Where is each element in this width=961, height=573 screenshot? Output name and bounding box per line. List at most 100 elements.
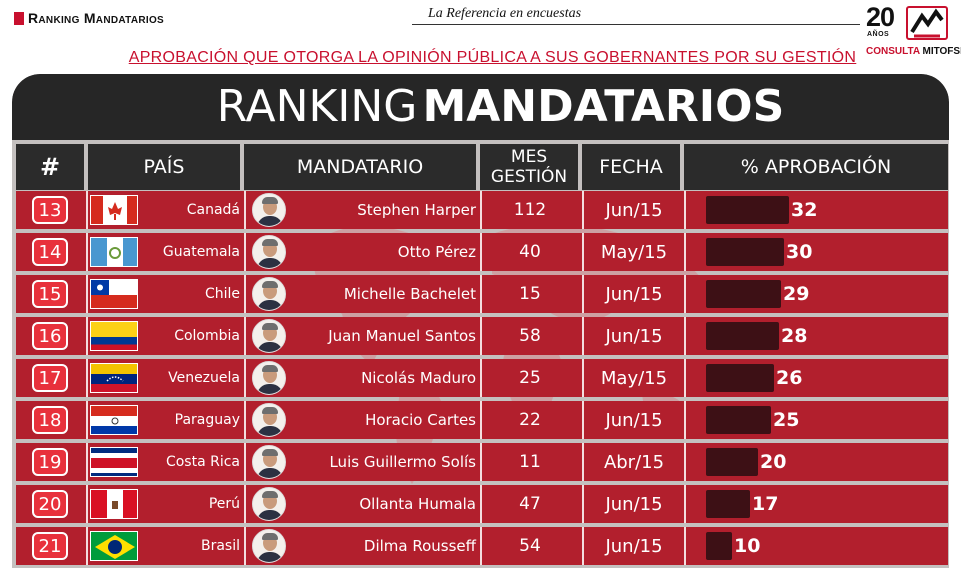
country-name: Costa Rica	[165, 454, 240, 470]
leader-photo-icon	[252, 403, 286, 437]
approval-bar	[706, 532, 732, 560]
months-in-office: 112	[513, 200, 547, 220]
divider	[244, 191, 246, 229]
venezuela-flag-icon	[90, 363, 138, 393]
colombia-flag-icon	[90, 321, 138, 351]
divider	[582, 275, 584, 313]
country-name: Guatemala	[162, 244, 240, 260]
leader-name: Juan Manuel Santos	[328, 327, 476, 345]
title-ranking: RANKING	[216, 81, 418, 132]
survey-date: Jun/15	[605, 535, 663, 557]
divider	[86, 233, 88, 271]
divider	[480, 317, 482, 355]
country-name: Chile	[204, 286, 240, 302]
divider	[244, 233, 246, 271]
logo-consulta: CONSULTA	[866, 46, 920, 57]
leader-name: Horacio Cartes	[365, 411, 476, 429]
rank-badge: 13	[32, 196, 68, 224]
leader-name: Luis Guillermo Solís	[329, 453, 476, 471]
months-in-office: 25	[519, 368, 541, 388]
logo-years: 20	[866, 2, 895, 32]
brand-title: Ranking Mandatarios	[28, 10, 164, 26]
months-in-office: 58	[519, 326, 541, 346]
logo-anos: AÑOS	[867, 31, 890, 38]
leader-photo-icon	[252, 193, 286, 227]
divider	[86, 191, 88, 229]
divider	[244, 317, 246, 355]
divider	[86, 485, 88, 523]
header-date: FECHA	[582, 144, 680, 190]
canada-flag-icon	[90, 195, 138, 225]
approval-value: 10	[734, 535, 761, 557]
table-row: 16 Colombia Juan Manuel Santos 58 Jun/15 28	[16, 317, 948, 355]
survey-date: Jun/15	[605, 325, 663, 347]
approval-bar	[706, 196, 789, 224]
divider	[582, 233, 584, 271]
divider	[86, 275, 88, 313]
divider	[480, 275, 482, 313]
country-name: Perú	[208, 496, 240, 512]
leader-name: Nicolás Maduro	[361, 369, 476, 387]
brazil-flag-icon	[90, 531, 138, 561]
leader-photo-icon	[252, 361, 286, 395]
divider	[86, 317, 88, 355]
country-name: Venezuela	[168, 370, 240, 386]
survey-date: Jun/15	[605, 283, 663, 305]
header-rank: #	[16, 144, 84, 190]
approval-bar	[706, 280, 781, 308]
months-in-office: 54	[519, 536, 541, 556]
ranking-board: RANKING MANDATARIOS # PAÍS MANDATARIO ME…	[12, 74, 949, 568]
country-name: Colombia	[174, 328, 240, 344]
table-row: 15 Chile Michelle Bachelet 15 Jun/15 29	[16, 275, 948, 313]
divider	[684, 275, 686, 313]
divider	[684, 443, 686, 481]
leader-name: Michelle Bachelet	[343, 285, 476, 303]
mitofsky-mark-icon	[906, 6, 948, 40]
leader-name: Ollanta Humala	[359, 495, 476, 513]
months-in-office: 15	[519, 284, 541, 304]
costa-rica-flag-icon	[90, 447, 138, 477]
divider	[480, 485, 482, 523]
divider	[86, 527, 88, 565]
country-name: Brasil	[200, 538, 240, 554]
divider	[86, 443, 88, 481]
leader-photo-icon	[252, 487, 286, 521]
divider	[582, 443, 584, 481]
header-country: PAÍS	[88, 144, 240, 190]
divider	[86, 359, 88, 397]
divider	[684, 191, 686, 229]
leader-name: Dilma Rousseff	[363, 537, 476, 555]
months-in-office: 47	[519, 494, 541, 514]
approval-bar	[706, 364, 774, 392]
divider	[244, 401, 246, 439]
leader-photo-icon	[252, 319, 286, 353]
leader-name: Otto Pérez	[397, 243, 476, 261]
table-row: 20 Perú Ollanta Humala 47 Jun/15 17	[16, 485, 948, 523]
divider	[480, 401, 482, 439]
approval-value: 29	[783, 283, 810, 305]
divider	[684, 317, 686, 355]
header-months: MES GESTIÓN	[480, 144, 578, 190]
survey-date: May/15	[600, 367, 668, 389]
divider	[412, 24, 860, 25]
approval-value: 28	[781, 325, 808, 347]
table-row: 14 Guatemala Otto Pérez 40 May/15 30	[16, 233, 948, 271]
leader-photo-icon	[252, 529, 286, 563]
divider	[684, 401, 686, 439]
divider	[684, 527, 686, 565]
leader-photo-icon	[252, 445, 286, 479]
country-name: Canadá	[186, 202, 240, 218]
leader-photo-icon	[252, 235, 286, 269]
divider	[480, 191, 482, 229]
survey-date: Jun/15	[605, 409, 663, 431]
survey-date: Abr/15	[603, 451, 665, 473]
divider	[582, 485, 584, 523]
divider	[480, 443, 482, 481]
leader-photo-icon	[252, 277, 286, 311]
rank-badge: 14	[32, 238, 68, 266]
survey-date: Jun/15	[605, 199, 663, 221]
table-row: 18 Paraguay Horacio Cartes 22 Jun/15 25	[16, 401, 948, 439]
guatemala-flag-icon	[90, 237, 138, 267]
divider	[480, 359, 482, 397]
rank-badge: 15	[32, 280, 68, 308]
